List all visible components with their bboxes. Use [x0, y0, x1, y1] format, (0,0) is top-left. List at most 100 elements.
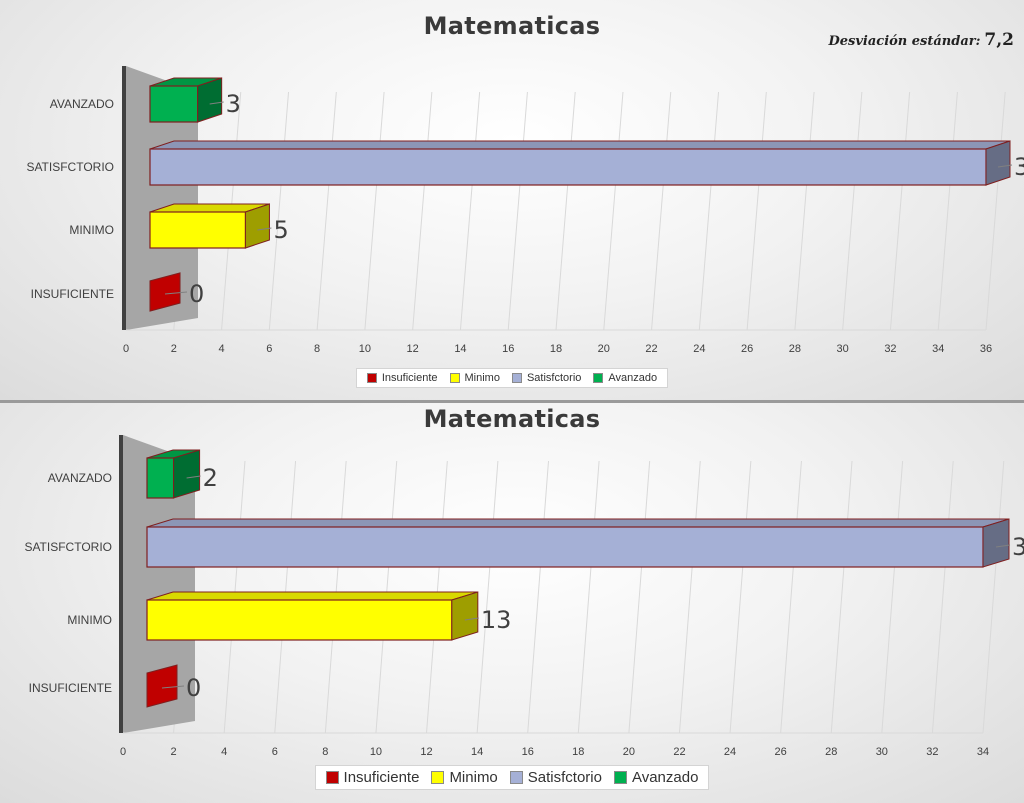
- leader-line: [161, 685, 185, 689]
- gridline: [881, 460, 904, 734]
- leader-line: [997, 164, 1013, 168]
- legend-swatch: [325, 771, 339, 784]
- legend-label: Avanzado: [631, 769, 699, 786]
- gridline: [780, 460, 802, 734]
- legend-swatch: [593, 373, 604, 383]
- category-label: AVANZADO: [50, 97, 114, 111]
- x-tick-label: 36: [980, 343, 992, 355]
- category-label: INSUFICIENTE: [29, 681, 112, 695]
- bar-front-face: [146, 599, 453, 641]
- legend-entry: Avanzado: [613, 769, 699, 786]
- legend-entry: Minimo: [431, 769, 498, 786]
- bar-avanzado: 3: [149, 77, 241, 123]
- x-tick-label: 14: [471, 746, 483, 758]
- x-tick-label: 0: [120, 746, 126, 758]
- x-tick-label: 22: [673, 746, 685, 758]
- bar-end-face: [173, 449, 201, 499]
- x-tick-label: 4: [221, 746, 227, 758]
- gridline: [555, 91, 576, 331]
- category-label: SATISFCTORIO: [24, 540, 112, 554]
- gridline: [937, 91, 958, 331]
- gridline: [577, 460, 600, 734]
- side-wall: [126, 66, 198, 330]
- bar-minimo: 13: [146, 591, 511, 641]
- gridline: [603, 91, 624, 331]
- leader-line: [257, 227, 272, 231]
- x-tick-label: 14: [454, 343, 466, 355]
- leader-line: [186, 475, 201, 479]
- x-tick-label: 6: [272, 746, 278, 758]
- x-tick-label: 22: [645, 343, 657, 355]
- bar-top-face: [146, 518, 1010, 528]
- bar-chart-2: 0 2 4 6 8 10 12 14 16 18 20 22 24 26 28 30 32 342AVANZADO…: [24, 435, 1024, 758]
- x-tick-label: 8: [322, 746, 328, 758]
- x-tick-label: 32: [926, 746, 938, 758]
- legend-entry: Insuficiente: [325, 769, 419, 786]
- legend: Insuficiente Minimo Satisfctorio Avanzado: [0, 368, 1024, 388]
- gridline: [476, 460, 499, 734]
- bar-end-face: [982, 518, 1010, 568]
- x-tick-label: 12: [420, 746, 432, 758]
- data-label: 5: [273, 216, 288, 244]
- bar-end-face: [149, 272, 181, 312]
- legend-swatch: [509, 771, 523, 784]
- bar-minimo: 5: [149, 203, 289, 249]
- gridline: [364, 91, 385, 331]
- gridline: [931, 460, 954, 734]
- x-tick-label: 0: [123, 343, 129, 355]
- category-label: AVANZADO: [48, 471, 112, 485]
- category-label: SATISFCTORIO: [26, 160, 114, 174]
- data-label: 0: [189, 280, 204, 308]
- x-tick-label: 28: [825, 746, 837, 758]
- category-label: MINIMO: [69, 223, 114, 237]
- x-tick-label: 24: [693, 343, 705, 355]
- x-tick-label: 16: [502, 343, 514, 355]
- bar-insuficiente: 0: [146, 664, 201, 708]
- legend-entry: Minimo: [449, 372, 500, 384]
- x-tick-label: 20: [623, 746, 635, 758]
- gridline: [651, 91, 672, 331]
- x-tick-label: 2: [171, 343, 177, 355]
- bar-front-face: [149, 85, 199, 123]
- gridline: [412, 91, 433, 331]
- legend-label: Satisfctorio: [526, 372, 582, 384]
- bar-chart-1: 0 2 4 6 8 10 12 14 16 18 20 22 24 26 28 30 32 34 363AVANZA…: [26, 66, 1024, 355]
- data-label: 34: [1012, 533, 1024, 561]
- gridline: [982, 460, 1005, 734]
- x-tick-label: 24: [724, 746, 736, 758]
- data-label: 36: [1014, 153, 1024, 181]
- x-tick-label: 4: [218, 343, 224, 355]
- category-label: INSUFICIENTE: [31, 287, 114, 301]
- bar-insuficiente: 0: [149, 272, 204, 312]
- legend-swatch: [366, 373, 377, 383]
- leader-line: [464, 617, 479, 621]
- legend-label: Avanzado: [608, 372, 658, 384]
- gridline: [985, 91, 1006, 331]
- legend-label: Minimo: [449, 769, 498, 786]
- x-tick-label: 34: [932, 343, 944, 355]
- legend-label: Satisfctorio: [527, 769, 602, 786]
- side-wall: [123, 435, 195, 733]
- x-tick-label: 26: [775, 746, 787, 758]
- bar-satisfctorio: 36: [149, 140, 1024, 186]
- legend: Insuficiente Minimo Satisfctorio Avanzado: [0, 765, 1024, 790]
- legend-swatch: [431, 771, 445, 784]
- gridline: [889, 91, 911, 331]
- data-label: 3: [226, 90, 241, 118]
- legend-swatch: [511, 373, 522, 383]
- x-tick-label: 12: [407, 343, 419, 355]
- legend-label: Insuficiente: [381, 372, 438, 384]
- bar-satisfctorio: 34: [146, 518, 1024, 568]
- x-tick-label: 18: [572, 746, 584, 758]
- x-tick-label: 30: [876, 746, 888, 758]
- x-tick-label: 28: [789, 343, 801, 355]
- legend-entry: Insuficiente: [366, 372, 438, 384]
- legend-entry: Satisfctorio: [509, 769, 602, 786]
- bar-end-face: [146, 664, 178, 708]
- bar-front-face: [149, 148, 987, 186]
- x-tick-label: 10: [370, 746, 382, 758]
- leader-line: [209, 101, 224, 105]
- legend-entry: Avanzado: [593, 372, 657, 384]
- gridline: [459, 91, 481, 331]
